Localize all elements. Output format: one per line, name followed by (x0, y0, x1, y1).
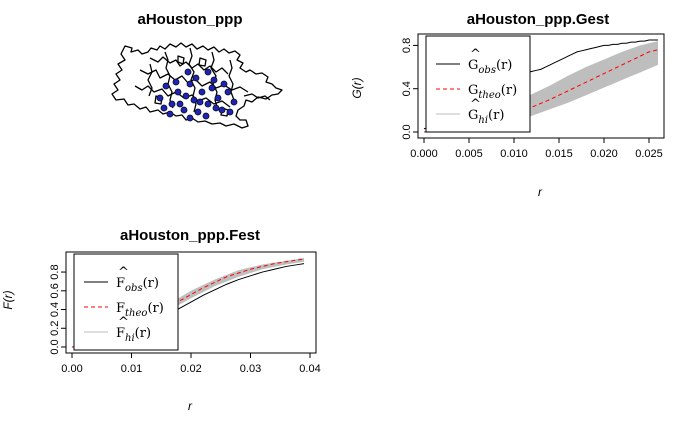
gest-y-tick-label: 0.8 (401, 38, 413, 53)
gest-legend-label: Gobs(r) (468, 58, 512, 76)
gest-envelope (424, 41, 658, 132)
map-point (202, 112, 210, 120)
map-point (186, 80, 194, 88)
fest-legend-label: Fobs(r) (116, 276, 159, 294)
map-point (220, 80, 228, 88)
fest-legend-label: Ftheo(r) (116, 301, 164, 319)
map-point (184, 68, 192, 76)
gest-x-tick-label: 0.005 (455, 148, 483, 160)
map-point (210, 76, 218, 84)
map-point (162, 82, 170, 90)
map-point (218, 106, 226, 114)
gest-legend-box (425, 35, 531, 133)
gest-legend-hat: ^ (470, 47, 481, 62)
fest-x-tick-label: 0.00 (61, 363, 82, 375)
fest-y-tick-label: 0.2 (49, 321, 61, 336)
map-point (156, 94, 164, 102)
gest-title: aHouston_ppp.Gest (467, 11, 610, 28)
map-point (204, 100, 212, 108)
fest-y-axis-label: F(r) (1, 290, 15, 309)
gest-x-axis-label: r (538, 185, 543, 199)
fest-panel: aHouston_ppp.Fest r F(r) 0.00 0.01 0.02 0.0… (1, 227, 321, 413)
fest-x-axis-label: r (188, 399, 193, 413)
gest-y-tick-label: 0.4 (401, 81, 413, 96)
map-point (198, 88, 206, 96)
gest-x-tick-label: 0.010 (500, 148, 528, 160)
fest-legend-hat: ^ (118, 265, 129, 280)
fest-x-tick-label: 0.03 (240, 363, 261, 375)
map-point (208, 84, 216, 92)
map-points (156, 68, 238, 122)
fest-title: aHouston_ppp.Fest (120, 227, 260, 244)
gest-y-tick-label: 0.0 (401, 124, 413, 139)
gest-x-tick-label: 0.015 (545, 148, 573, 160)
map-point (182, 92, 190, 100)
fest-legend-box (73, 253, 179, 351)
map-point (194, 108, 202, 116)
map-point (186, 114, 194, 122)
map-panel: aHouston_ppp (111, 11, 283, 129)
map-point (180, 106, 188, 114)
map-point (190, 96, 198, 104)
fest-legend-hat: ^ (118, 315, 129, 330)
map-point (214, 94, 222, 102)
gest-legend-label: Gtheo(r) (468, 83, 517, 101)
fest-y-tick-label: 0.8 (49, 264, 61, 279)
gest-x-tick-label: 0.025 (635, 148, 663, 160)
map-point (196, 98, 204, 106)
gest-plot-frame (417, 33, 665, 139)
map-point (204, 68, 212, 76)
fest-y-tick-label: 0.4 (49, 302, 61, 317)
map-point (168, 100, 176, 108)
fest-x-tick-label: 0.04 (299, 363, 320, 375)
map-point (226, 108, 234, 116)
map-point (176, 100, 184, 108)
map-point (212, 104, 220, 112)
gest-x-tick-label: 0.020 (590, 148, 618, 160)
map-point (224, 88, 232, 96)
fest-legend-label: Fhi(r) (116, 326, 151, 344)
houston-map-outline (111, 42, 283, 129)
fest-y-tick-label: 0.0 (49, 339, 61, 354)
fest-y-tick-label: 0.6 (49, 283, 61, 298)
fest-x-tick-label: 0.01 (121, 363, 142, 375)
map-point (174, 88, 182, 96)
gest-y-axis-label: G(r) (350, 77, 364, 98)
gest-x-tick-label: 0.000 (410, 148, 438, 160)
gest-theo-line (423, 49, 659, 133)
map-title: aHouston_ppp (138, 11, 243, 28)
map-point (172, 78, 180, 86)
gest-panel: aHouston_ppp.Gest r G(r) 0.000 0.005 0.010… (350, 11, 665, 199)
map-point (166, 110, 174, 118)
map-point (160, 104, 168, 112)
fest-x-tick-label: 0.02 (180, 363, 201, 375)
map-point (192, 74, 200, 82)
gest-legend-label: Ghi(r) (468, 108, 504, 126)
gest-legend-hat: ^ (470, 97, 481, 112)
map-point (230, 98, 238, 106)
